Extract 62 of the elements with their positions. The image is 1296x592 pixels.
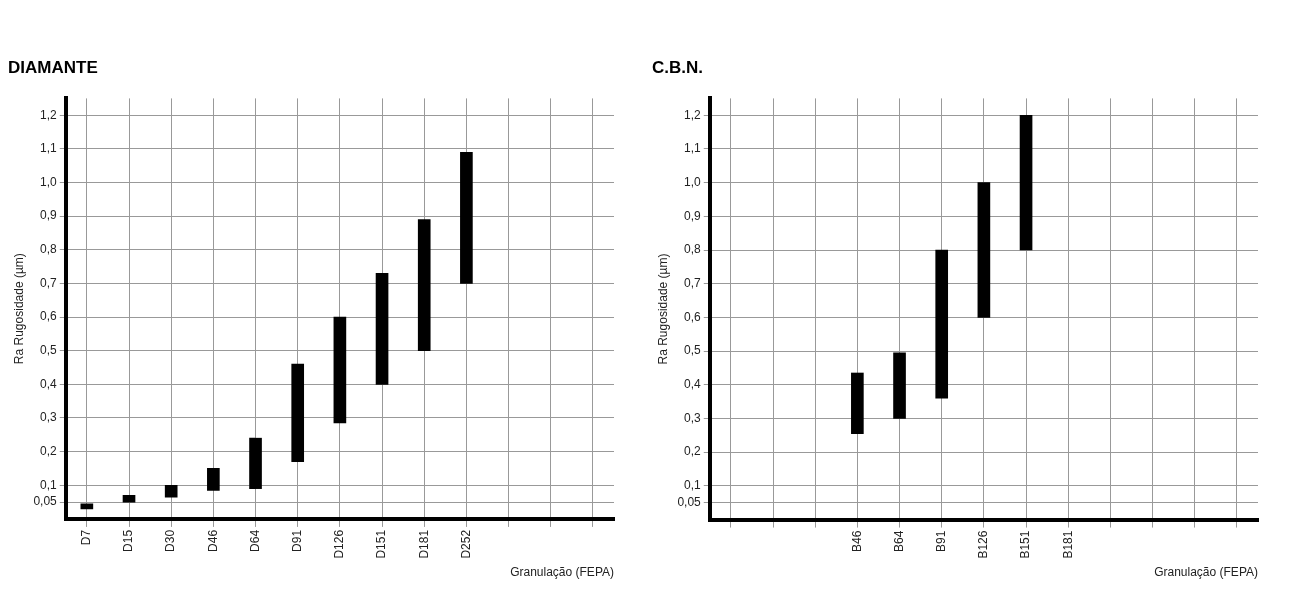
y-tick-label: 0,6	[40, 309, 58, 324]
y-tick-label: 0,9	[684, 208, 702, 223]
y-tick-label: 0,9	[40, 208, 58, 223]
x-tick-label: B46	[849, 530, 864, 552]
bar	[291, 363, 305, 463]
bar	[1019, 114, 1033, 251]
x-tick-label: B126	[976, 530, 991, 559]
x-tick-label: D252	[458, 529, 473, 559]
x-tick-label: B151	[1018, 530, 1033, 559]
y-tick-label: 0,5	[40, 343, 58, 358]
y-tick-label: 1,1	[684, 141, 702, 156]
bar	[164, 484, 178, 498]
x-tick-label: D7	[79, 529, 94, 546]
y-tick-label: 1,2	[40, 107, 58, 122]
chart-title: DIAMANTE	[8, 57, 98, 77]
bar	[417, 219, 431, 352]
y-tick-label: 0,7	[40, 275, 58, 290]
x-tick-label: D64	[247, 529, 262, 552]
y-axis-title: Ra Rugosidade (µm)	[655, 253, 670, 365]
y-tick-label: 0,5	[684, 343, 702, 358]
bar	[893, 352, 906, 419]
y-tick-label: 0,6	[684, 309, 702, 324]
y-tick-label: 0,05	[677, 495, 702, 510]
y-tick-label: 0,7	[684, 276, 702, 291]
x-tick-label: D151	[374, 529, 389, 559]
y-tick-label: 1,0	[684, 174, 702, 189]
y-tick-label: 0,3	[684, 410, 702, 425]
y-tick-label: 0,8	[40, 242, 58, 257]
y-tick-label: 1,2	[684, 107, 702, 122]
y-tick-label: 0,8	[684, 242, 702, 257]
bar	[207, 468, 220, 491]
y-tick-label: 0,05	[33, 494, 58, 509]
bar	[935, 249, 949, 399]
x-tick-label: D91	[290, 529, 305, 552]
bar	[80, 503, 94, 510]
y-tick-label: 0,2	[40, 443, 58, 458]
y-tick-label: 1,0	[40, 174, 58, 189]
bar	[249, 437, 262, 489]
bar	[851, 372, 864, 434]
x-tick-label: D30	[163, 529, 178, 552]
x-tick-label: D126	[332, 529, 347, 559]
y-tick-label: 0,1	[40, 477, 58, 492]
x-tick-label: D46	[205, 529, 220, 552]
x-tick-label: D181	[416, 529, 431, 559]
x-tick-label: B181	[1060, 530, 1075, 559]
x-tick-label: D15	[121, 529, 136, 552]
x-axis-title: Granulação (FEPA)	[510, 565, 614, 580]
y-tick-label: 0,2	[684, 444, 702, 459]
y-tick-label: 0,3	[40, 410, 58, 425]
y-tick-label: 0,1	[684, 478, 702, 493]
y-tick-label: 1,1	[40, 141, 58, 156]
x-tick-label: B64	[891, 530, 906, 552]
bar	[375, 273, 389, 385]
y-axis-title: Ra Rugosidade (µm)	[11, 253, 26, 365]
y-tick-label: 0,4	[684, 377, 702, 392]
x-tick-label: B91	[934, 530, 949, 552]
bar	[333, 316, 347, 424]
bar	[460, 151, 473, 284]
chart-title: C.B.N.	[652, 57, 703, 77]
x-axis-title: Granulação (FEPA)	[1154, 565, 1258, 580]
bar	[977, 182, 991, 318]
y-tick-label: 0,4	[40, 376, 58, 391]
